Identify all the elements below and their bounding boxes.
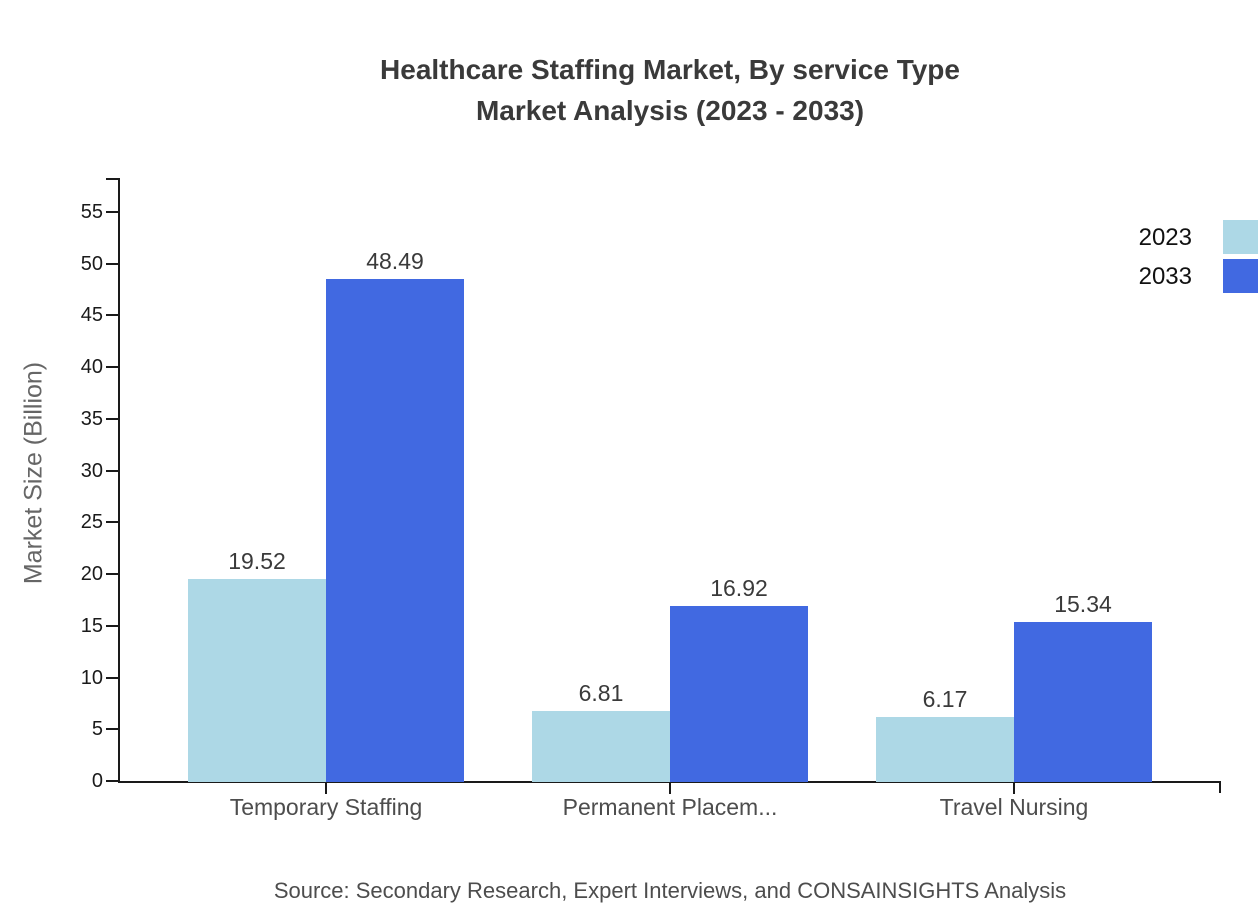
y-axis-line — [118, 178, 120, 783]
legend-label-2023[interactable]: 2023 — [1138, 224, 1192, 251]
y-tick — [106, 366, 119, 368]
legend-swatch-2033[interactable] — [1223, 259, 1258, 293]
y-tick — [106, 263, 119, 265]
bar-2023 — [532, 711, 670, 782]
x-tick — [1013, 783, 1015, 794]
y-tick — [106, 470, 119, 472]
y-tick-label: 25 — [80, 511, 103, 533]
x-category-label: Temporary Staffing — [229, 794, 423, 820]
source-text: Source: Secondary Research, Expert Inter… — [273, 878, 1067, 903]
bar-2033 — [670, 606, 808, 782]
y-tick-label: 0 — [91, 770, 103, 792]
bar-value-label: 6.81 — [578, 680, 624, 706]
y-tick-label: 35 — [80, 408, 103, 430]
y-axis-top-cap — [106, 178, 119, 180]
y-tick-label: 15 — [80, 615, 103, 637]
bar-2023 — [876, 717, 1014, 782]
chart-title: Healthcare Staffing Market, By service T… — [170, 49, 1170, 131]
y-tick-label: 45 — [80, 304, 103, 326]
y-tick-label: 20 — [80, 563, 103, 585]
y-tick-label: 30 — [80, 460, 103, 482]
chart-title-line2: Market Analysis (2023 - 2033) — [475, 95, 865, 126]
bar-value-label: 48.49 — [366, 248, 424, 274]
bar-value-label: 6.17 — [922, 686, 968, 712]
legend-label-2033[interactable]: 2033 — [1138, 263, 1192, 290]
y-tick-label: 5 — [91, 718, 103, 740]
x-category-label: Travel Nursing — [939, 794, 1089, 820]
y-tick — [106, 521, 119, 523]
x-tick — [325, 783, 327, 794]
y-tick-label: 10 — [80, 667, 103, 689]
chart-title-line1: Healthcare Staffing Market, By service T… — [380, 54, 960, 85]
x-tick — [669, 783, 671, 794]
bar-2033 — [326, 279, 464, 782]
bar-2023 — [188, 579, 326, 782]
y-tick — [106, 418, 119, 420]
y-tick — [106, 780, 119, 782]
y-tick — [106, 314, 119, 316]
y-tick — [106, 573, 119, 575]
bar-value-label: 19.52 — [228, 548, 286, 574]
y-tick — [106, 625, 119, 627]
bar-value-label: 15.34 — [1054, 591, 1112, 617]
y-tick-label: 55 — [80, 201, 103, 223]
y-tick — [106, 728, 119, 730]
y-tick-label: 50 — [80, 253, 103, 275]
legend-swatch-2023[interactable] — [1223, 220, 1258, 254]
y-tick-label: 40 — [80, 356, 103, 378]
y-tick — [106, 677, 119, 679]
bar-value-label: 16.92 — [710, 575, 768, 601]
y-tick — [106, 211, 119, 213]
x-category-label: Permanent Placem... — [562, 794, 778, 820]
x-axis-end-cap — [1219, 781, 1221, 793]
bar-2033 — [1014, 622, 1152, 782]
x-axis-line — [118, 781, 1221, 783]
